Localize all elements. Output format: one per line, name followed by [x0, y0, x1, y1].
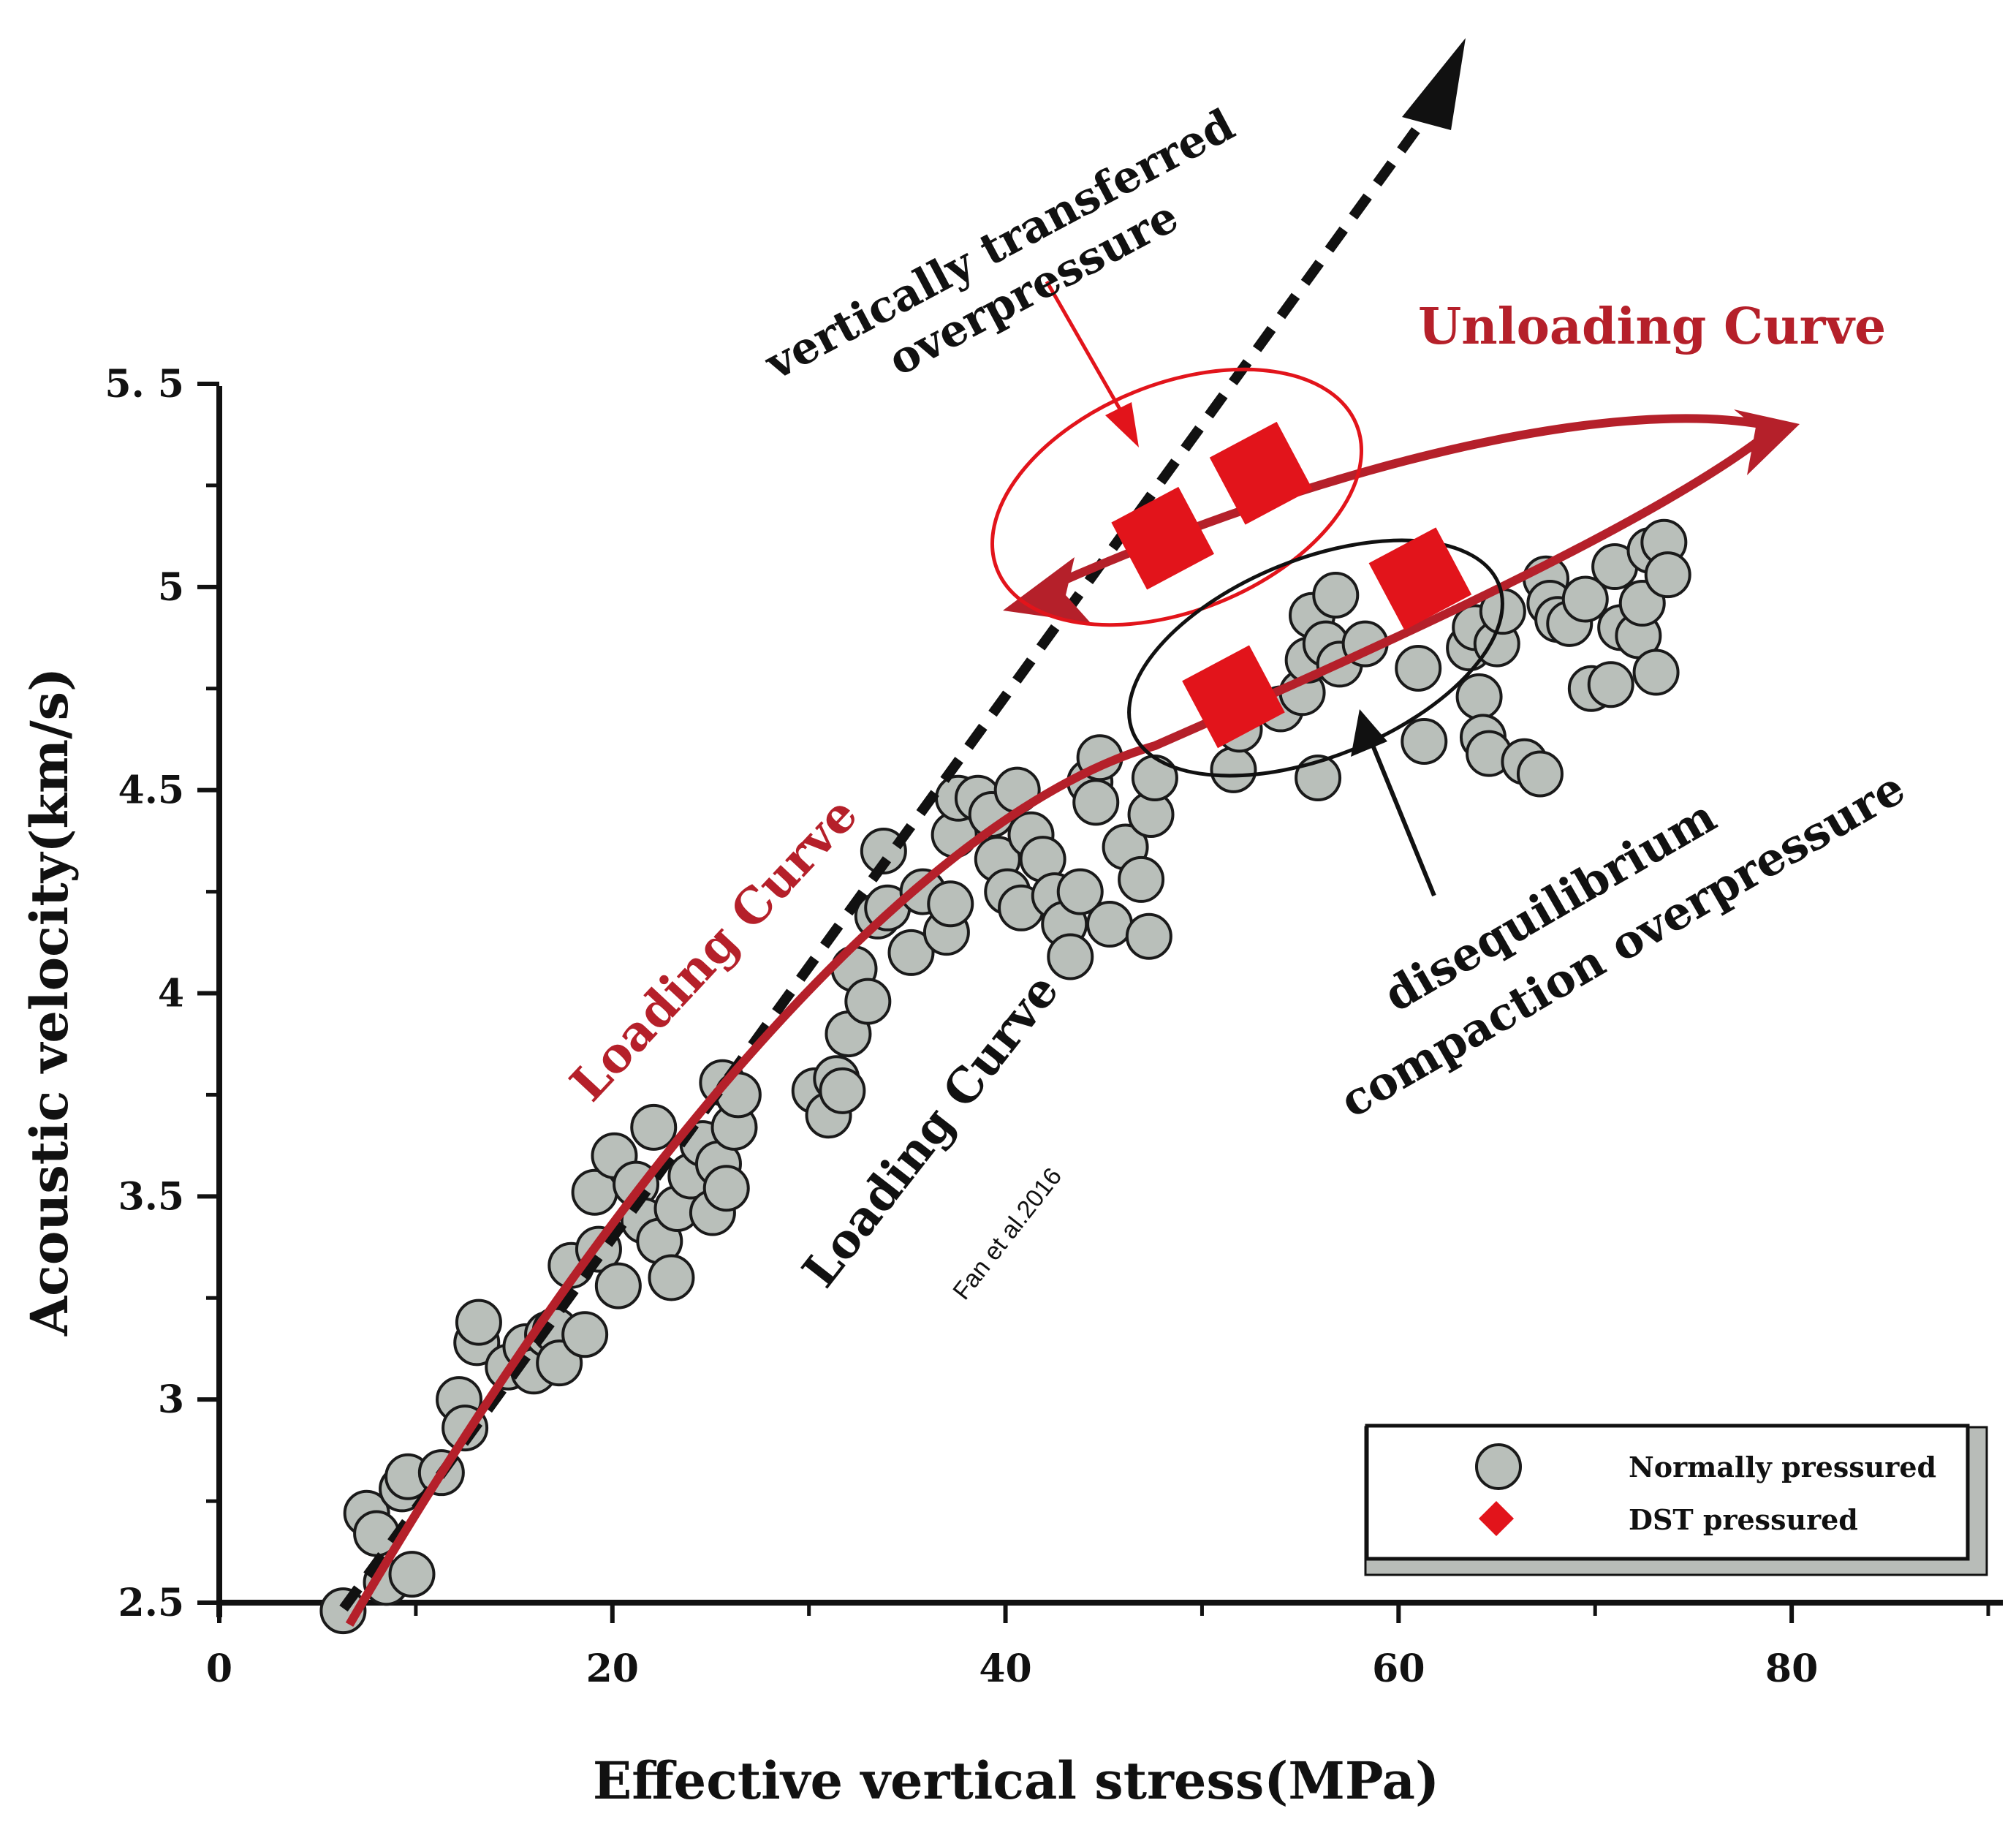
legend-box: [1365, 1424, 1970, 1561]
data-point-normal: [594, 1262, 642, 1309]
data-point-normal: [927, 880, 974, 928]
data-point-normal: [1125, 912, 1172, 960]
data-point-normal: [702, 1165, 750, 1212]
black-pointer-arrow: [1351, 709, 1436, 897]
data-point-normal: [1056, 868, 1104, 915]
dashed-loading-curve: [339, 113, 1430, 1612]
x-tick-label: 60: [1372, 1647, 1425, 1691]
vertical-transfer-ellipse: [990, 367, 1363, 627]
data-point-dst: [1182, 645, 1285, 749]
data-point-dst: [1111, 486, 1214, 590]
data-point-normal: [1395, 644, 1442, 692]
data-point-normal: [630, 1103, 678, 1151]
dashed-curve-arrowhead: [1402, 38, 1466, 130]
red-loading-curve: [345, 435, 1765, 1628]
data-point-normal: [844, 978, 892, 1025]
data-point-normal: [1295, 754, 1342, 801]
data-point-normal: [1455, 673, 1503, 720]
y-tick-label: 2.5: [118, 1581, 184, 1625]
data-point-normal: [819, 1067, 866, 1114]
y-tick-label: 4: [158, 972, 184, 1016]
citation-label: Fan et al.2016: [947, 1163, 1067, 1305]
data-point-normal: [1210, 746, 1257, 793]
x-tick-label: 0: [206, 1647, 232, 1691]
x-tick-label: 80: [1765, 1647, 1818, 1691]
legend-diamond-marker: [1478, 1500, 1515, 1537]
legend-label-normal: Normally pressured: [1629, 1451, 1936, 1483]
disequilibrium-label-line2: compaction overpressure: [1331, 761, 1914, 1128]
data-point-normal: [1632, 649, 1680, 696]
legend: Normally pressured DST pressured: [1364, 1424, 1988, 1576]
unloading-curve-label: Unloading Curve: [1418, 298, 1886, 356]
red-pointer-arrow: [1045, 280, 1139, 447]
data-point-normal: [1644, 551, 1691, 599]
data-point-dst: [1209, 421, 1313, 525]
data-point-normal: [1118, 855, 1165, 903]
data-point-normal: [1516, 750, 1564, 798]
y-tick-label: 5: [158, 565, 184, 610]
data-point-normal: [388, 1551, 436, 1598]
y-axis-title: Acoustic velocity(km/s): [19, 668, 80, 1337]
dst-points: [1111, 421, 1472, 749]
data-point-dst: [1368, 527, 1472, 631]
red-loading-arrowhead: [1734, 409, 1800, 475]
data-point-normal: [561, 1311, 609, 1358]
y-tick-label: 4.5: [118, 768, 184, 813]
legend-label-dst: DST pressured: [1629, 1503, 1858, 1536]
axes: [216, 386, 2003, 1617]
unloading-arrowhead-left: [1003, 557, 1091, 623]
data-point-normal: [648, 1254, 695, 1301]
legend-circle-marker: [1475, 1443, 1522, 1490]
y-axis-ticks: 2.5 3 3.5 4 4.5 5 5. 5: [105, 362, 219, 1625]
x-tick-label: 20: [586, 1647, 639, 1691]
x-axis-title: Effective vertical stress(MPa): [593, 1750, 1439, 1811]
data-point-normal: [1072, 779, 1120, 826]
x-axis-ticks: 0 20 40 60 80: [206, 1603, 1990, 1691]
data-point-normal: [887, 929, 935, 976]
data-point-normal: [1086, 901, 1134, 948]
data-point-normal: [1587, 661, 1634, 708]
y-tick-label: 3.5: [118, 1174, 184, 1219]
data-point-normal: [1131, 754, 1178, 801]
y-tick-label: 3: [158, 1377, 184, 1422]
data-point-normal: [1047, 933, 1094, 980]
data-point-normal: [455, 1299, 502, 1346]
data-point-normal: [1312, 571, 1360, 619]
x-tick-label: 40: [979, 1647, 1031, 1691]
data-point-normal: [1401, 717, 1448, 765]
y-tick-label: 5. 5: [105, 362, 184, 407]
data-point-normal: [1561, 575, 1609, 623]
